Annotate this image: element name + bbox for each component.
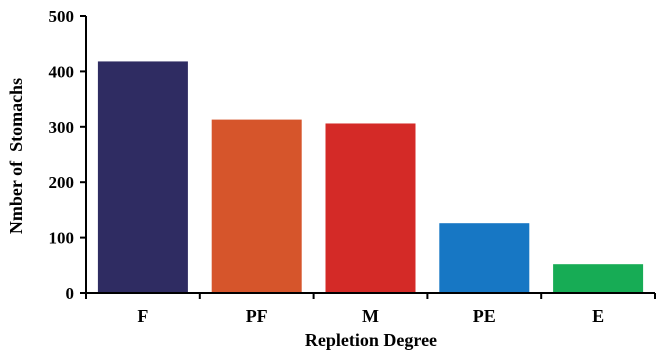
y-tick-label: 100 (49, 229, 75, 248)
bars-group (97, 61, 644, 294)
bar-pf (211, 119, 302, 294)
x-tick-label-f: F (137, 306, 148, 326)
y-tick-label: 200 (49, 173, 75, 192)
x-tick-label-pf: PF (246, 306, 268, 326)
x-tick-label-e: E (592, 306, 604, 326)
x-axis: F PF M PE E (85, 292, 656, 326)
y-tick-label: 400 (49, 62, 75, 81)
bar-e (553, 264, 644, 293)
y-tick-label: 300 (49, 118, 75, 137)
bar-m (325, 123, 416, 293)
x-axis-title: Repletion Degree (305, 330, 437, 350)
x-tick-label-m: M (362, 306, 379, 326)
y-tick-label: 0 (66, 284, 75, 303)
y-tick-label: 500 (49, 7, 75, 26)
y-axis: 0 100 200 300 400 500 (49, 7, 87, 303)
y-axis-title: Nmber of Stomachs (6, 78, 26, 234)
x-tick-label-pe: PE (473, 306, 496, 326)
bar-f (97, 61, 188, 293)
bar-pe (439, 223, 530, 293)
